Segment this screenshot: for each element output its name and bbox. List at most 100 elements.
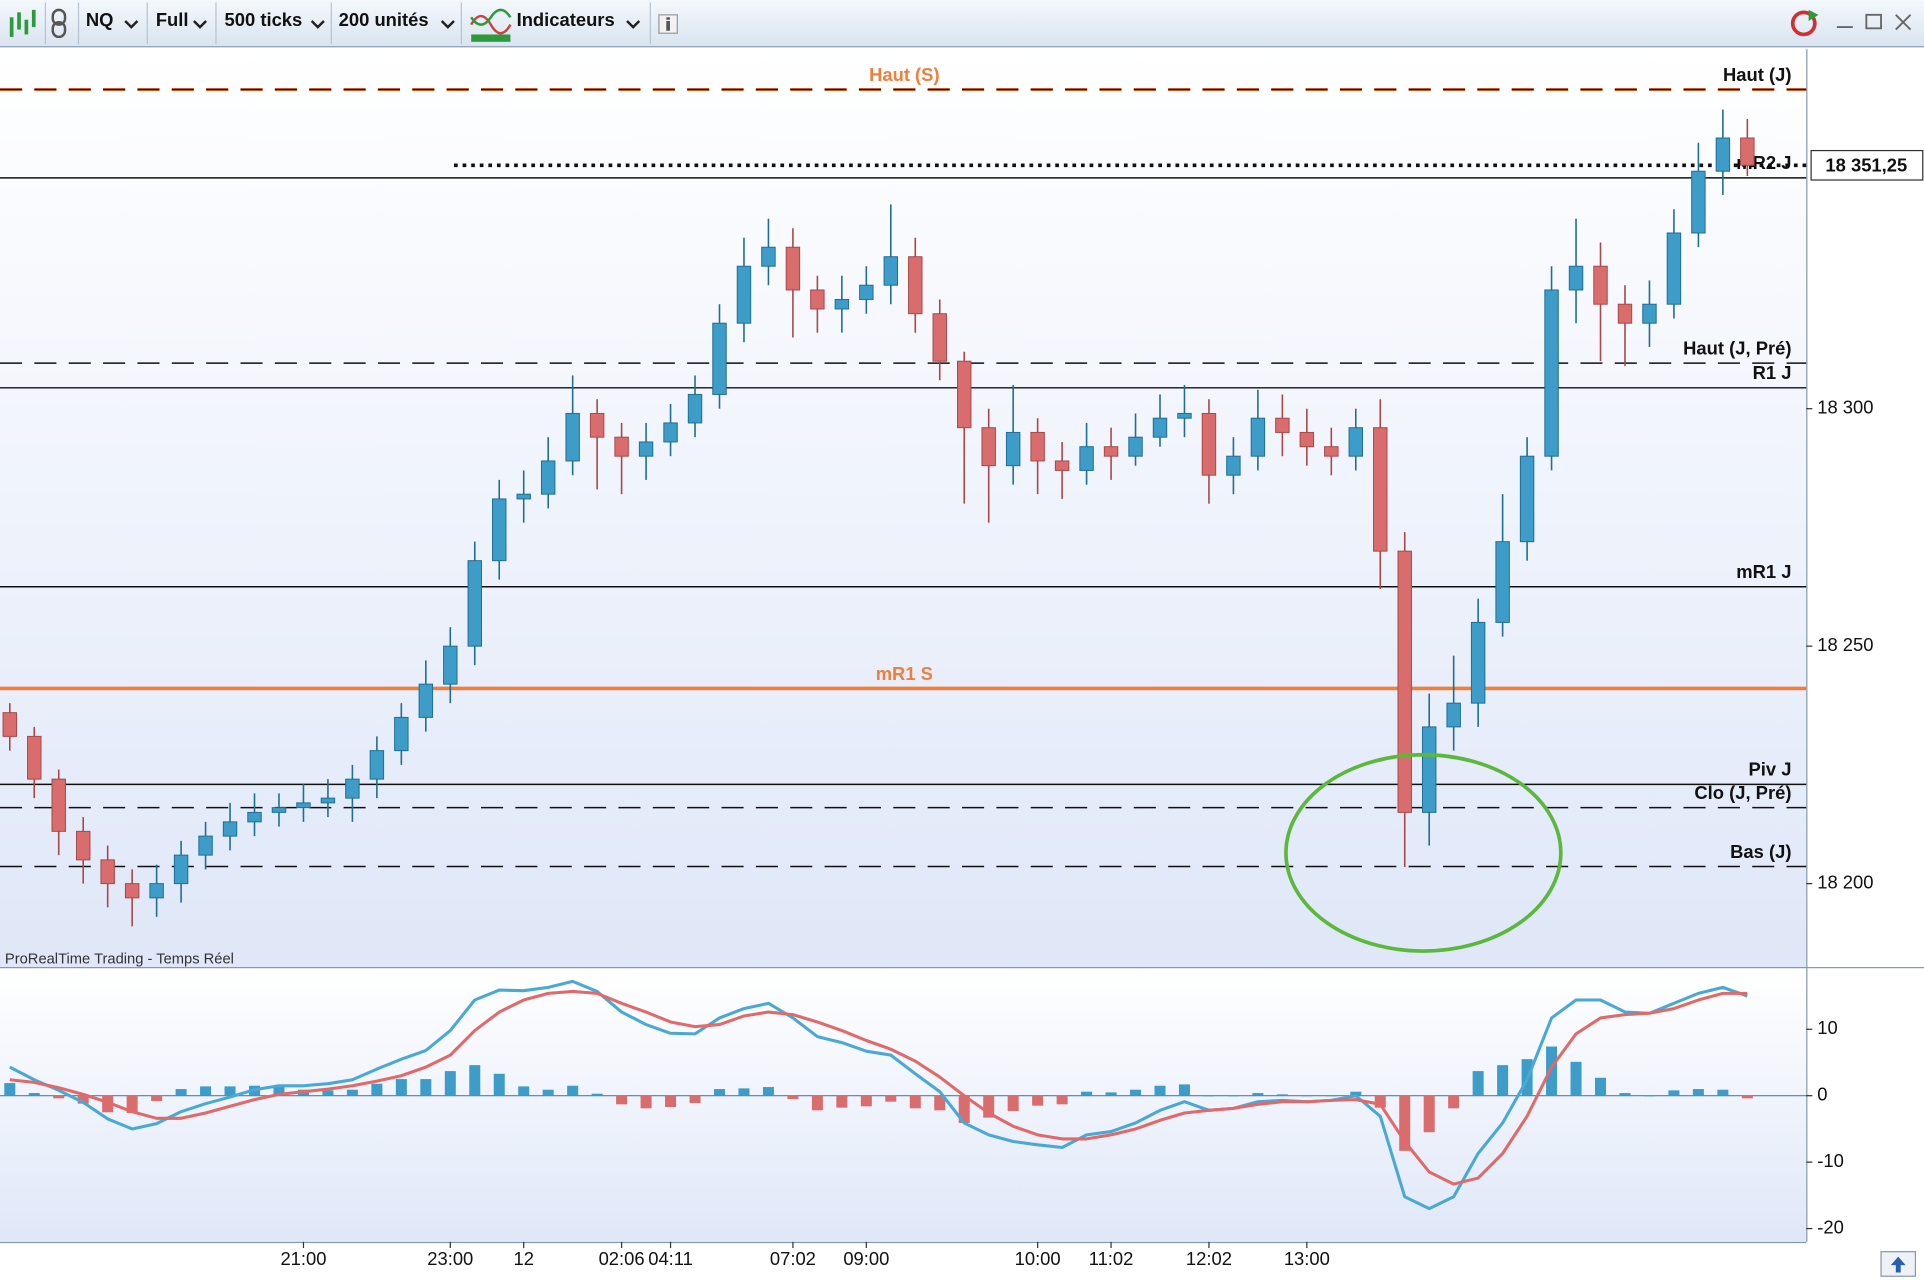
candle-body — [810, 289, 825, 310]
candle-body — [908, 256, 923, 315]
candle-body — [1666, 232, 1682, 305]
histogram-bar — [1154, 1085, 1166, 1096]
candle-body — [296, 802, 311, 809]
level-label: mR1 S — [876, 663, 933, 684]
histogram-bar — [518, 1086, 530, 1096]
candle-body — [859, 284, 874, 300]
histogram-bar — [762, 1087, 774, 1096]
candle-body — [1691, 170, 1706, 234]
candle-body — [1740, 137, 1755, 166]
histogram-bar — [1350, 1091, 1362, 1096]
histogram-bar — [787, 1095, 799, 1100]
candle-body — [516, 493, 531, 500]
histogram-bar — [836, 1095, 848, 1108]
histogram-bar — [151, 1095, 163, 1102]
histogram-bar — [1741, 1095, 1753, 1099]
histogram-bar — [738, 1088, 750, 1096]
histogram-bar — [934, 1095, 946, 1111]
info-button[interactable] — [658, 14, 678, 34]
histogram-bar — [1546, 1046, 1558, 1096]
histogram-bar — [1448, 1095, 1460, 1109]
units-dropdown[interactable]: 200 unités — [339, 9, 455, 30]
candle-body — [687, 393, 703, 424]
histogram-bar — [53, 1095, 65, 1099]
candle-body — [1103, 446, 1119, 457]
candle-body — [1544, 289, 1559, 457]
mode-dropdown[interactable]: Full — [156, 9, 208, 30]
histogram-bar — [1472, 1071, 1484, 1096]
histogram-bar — [1227, 1095, 1239, 1097]
price-panel — [0, 49, 1807, 968]
ticks-dropdown[interactable]: 500 ticks — [225, 9, 325, 30]
candle-body — [320, 797, 336, 804]
candle-body — [198, 835, 213, 856]
window-buttons[interactable] — [1836, 13, 1912, 31]
indicator-panel — [0, 969, 1807, 1242]
chart-layer: 18 200 18 250 18 300 21:00 23:00 12 02:06 04:11… — [0, 64, 1924, 1269]
histogram-bar — [567, 1085, 579, 1096]
symbol-dropdown[interactable]: NQ — [86, 9, 139, 30]
candle-body — [736, 265, 752, 324]
histogram-bar — [1105, 1092, 1117, 1096]
candle-body — [1446, 702, 1461, 728]
candle-body — [981, 427, 996, 467]
histogram-bar — [346, 1089, 358, 1096]
histogram-bar — [860, 1095, 872, 1107]
histogram-bar — [1717, 1089, 1729, 1096]
y-tick-label: -10 — [1817, 1150, 1844, 1171]
histogram-bar — [640, 1095, 652, 1109]
candle-body — [443, 645, 458, 685]
time-axis — [0, 1241, 1807, 1280]
histogram-bar — [1056, 1095, 1068, 1105]
candle-body — [1519, 455, 1535, 543]
candle-body — [467, 560, 482, 647]
refresh-button[interactable] — [1790, 9, 1819, 37]
histogram-bar — [1497, 1065, 1509, 1096]
indicator-line — [9, 989, 1748, 1186]
histogram-bar — [322, 1090, 334, 1096]
x-tick-label: 21:00 — [280, 1248, 326, 1269]
histogram-bar — [689, 1095, 701, 1104]
candle-body — [247, 811, 262, 823]
histogram-bar — [1643, 1095, 1655, 1097]
level-label: Piv J — [1749, 759, 1792, 780]
candle-body — [75, 830, 91, 861]
candle-body — [1348, 427, 1364, 457]
histogram-bar — [591, 1093, 603, 1096]
histogram-bar — [395, 1079, 407, 1096]
candle-icon[interactable] — [9, 9, 36, 37]
indicators-dropdown[interactable]: Indicateurs — [470, 8, 641, 42]
scroll-button[interactable] — [1880, 1251, 1917, 1277]
level-label: Haut (J) — [1723, 64, 1791, 85]
candle-body — [1226, 455, 1241, 476]
histogram-bar — [1081, 1091, 1093, 1096]
candle-body — [1495, 541, 1510, 623]
candle-body — [1079, 446, 1094, 471]
candle-body — [883, 256, 899, 286]
histogram-bar — [983, 1095, 995, 1118]
candle-body — [2, 712, 18, 737]
histogram-bar — [1692, 1089, 1704, 1096]
candle-body — [663, 422, 678, 443]
histogram-bar — [1178, 1084, 1190, 1096]
histogram-bar — [1130, 1089, 1142, 1096]
x-tick-label: 07:02 — [770, 1248, 816, 1269]
link-icon[interactable] — [51, 8, 67, 39]
units: 200 unités — [339, 9, 429, 30]
histogram-bar — [1203, 1095, 1215, 1097]
candle-body — [1201, 412, 1217, 476]
candle-body — [1275, 417, 1290, 433]
price-axis — [1806, 49, 1924, 1280]
x-tick-label: 10:00 — [1015, 1248, 1061, 1269]
candle-body — [1250, 417, 1266, 457]
candle-body — [1324, 446, 1339, 457]
candle-body — [345, 778, 360, 799]
candle-body — [1715, 137, 1731, 172]
candle-body — [638, 441, 654, 457]
source-label: ProRealTime Trading - Temps Réel — [5, 952, 234, 968]
symbol: NQ — [86, 9, 114, 30]
candle-body — [1593, 265, 1608, 305]
histogram-bar — [713, 1089, 726, 1096]
mode: Full — [156, 9, 189, 30]
